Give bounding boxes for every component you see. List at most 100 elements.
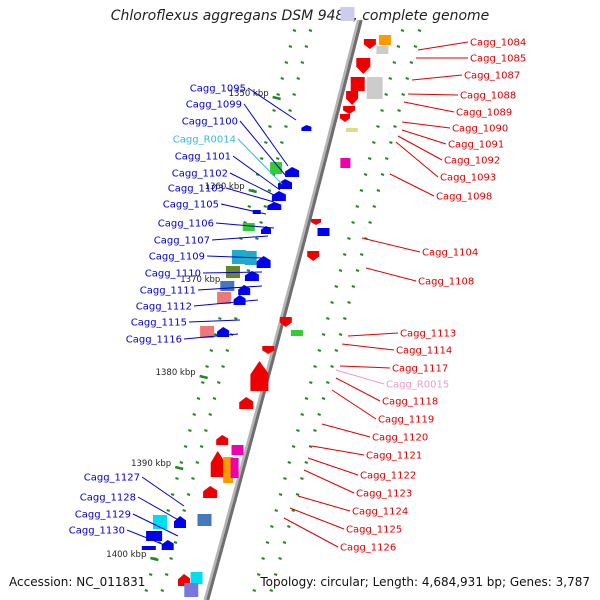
leader-line [206, 255, 263, 259]
leader-line [239, 120, 287, 177]
leader-line [311, 445, 365, 456]
tick-mark [304, 45, 309, 48]
tick-mark [216, 381, 221, 384]
tick-mark [186, 493, 191, 496]
gene-arrow [217, 327, 230, 337]
tick-mark [267, 189, 272, 192]
topology-summary: Topology: circular; Length: 4,684,931 bp… [260, 575, 590, 589]
tick-mark [166, 509, 171, 512]
gene-label: Cagg_1129 [75, 510, 131, 521]
tick-mark [405, 77, 410, 80]
leader-line [401, 129, 447, 145]
gene-arrow [216, 435, 229, 445]
gene-arrow [311, 219, 322, 225]
gene-label: Cagg_1114 [396, 346, 452, 357]
tick-mark [300, 61, 305, 64]
gene-arrow [279, 317, 292, 327]
tick-mark [256, 573, 261, 576]
tick-mark [392, 61, 397, 64]
tick-mark [283, 477, 287, 480]
gene-label: Cagg_1115 [131, 318, 187, 329]
gene-label: Cagg_1089 [456, 108, 512, 119]
gene-arrow [256, 256, 271, 268]
tick-mark [278, 493, 283, 496]
tick-mark [338, 269, 343, 272]
gene-arrow [343, 106, 356, 114]
tick-mark [261, 557, 265, 560]
gene-arrow [307, 251, 320, 261]
gene-block [340, 158, 351, 168]
gene-label: Cagg_1088 [460, 91, 516, 102]
leader-line [407, 93, 459, 96]
leader-line [321, 423, 371, 438]
gene-label: Cagg_1100 [182, 117, 238, 128]
leader-line [215, 222, 275, 229]
gene-label: Cagg_1101 [175, 152, 231, 163]
gene-label: Cagg_1102 [172, 169, 228, 180]
gene-block [141, 546, 156, 550]
gene-label: Cagg_1105 [163, 200, 219, 211]
tick-mark [274, 509, 279, 512]
leader-line [361, 237, 421, 253]
tick-mark [269, 589, 274, 592]
gene-label: Cagg_1091 [448, 140, 504, 151]
tick-mark [393, 125, 397, 128]
gene-block [197, 514, 212, 526]
tick-mark [284, 61, 289, 64]
gene-label: Cagg_1124 [352, 507, 408, 518]
gene-arrow [340, 114, 350, 122]
tick-mark [313, 429, 317, 432]
leader-line [365, 267, 417, 282]
kbp-label: 1360 kbp [205, 182, 245, 192]
gene-arrow [346, 91, 359, 105]
kbp-label: 1390 kbp [131, 459, 171, 469]
gene-label: Cagg_1085 [470, 54, 526, 65]
leader-line [225, 187, 275, 203]
tick-mark [225, 349, 230, 352]
gene-label: Cagg_1103 [168, 184, 224, 195]
tick-mark [173, 541, 178, 544]
tick-mark [296, 77, 301, 80]
gene-label: Cagg_1130 [69, 526, 125, 537]
leader-line [401, 121, 451, 129]
leader-line [220, 203, 267, 215]
tick-mark [200, 381, 205, 384]
tick-mark [330, 365, 334, 368]
tick-mark [295, 493, 300, 496]
tick-mark [291, 445, 296, 448]
tick-mark [380, 109, 384, 112]
leader-line [289, 507, 345, 530]
gene-label: Cagg_R0015 [386, 380, 449, 391]
leader-line [403, 101, 455, 113]
tick-mark [179, 461, 184, 464]
tick-mark [268, 125, 272, 128]
gene-block [376, 46, 389, 54]
gene-block [340, 7, 355, 21]
tick-mark [304, 397, 309, 400]
tick-mark [304, 461, 309, 464]
tick-mark [275, 157, 280, 160]
tick-mark [338, 333, 343, 336]
gene-label: Cagg_1095 [190, 84, 246, 95]
gene-label: Cagg_1098 [436, 192, 492, 203]
tick-mark [389, 141, 393, 144]
leader-line [395, 141, 439, 178]
tick-mark [280, 77, 285, 80]
map-title: Chloroflexus aggregans DSM 9485, complet… [110, 8, 490, 24]
tick-mark [380, 173, 385, 176]
tick-mark [376, 189, 381, 192]
tick-mark [273, 573, 278, 576]
gene-block [190, 572, 203, 584]
leader-line [307, 457, 359, 476]
tick-mark [192, 413, 197, 416]
tick-mark [400, 29, 405, 32]
gene-block [366, 77, 383, 99]
tick-mark [195, 461, 200, 464]
tick-mark [347, 301, 351, 304]
tick-mark [204, 429, 208, 432]
tick-mark [342, 253, 347, 256]
gene-label: Cagg_1090 [452, 124, 508, 135]
tick-mark [401, 93, 405, 96]
tick-mark [355, 205, 360, 208]
